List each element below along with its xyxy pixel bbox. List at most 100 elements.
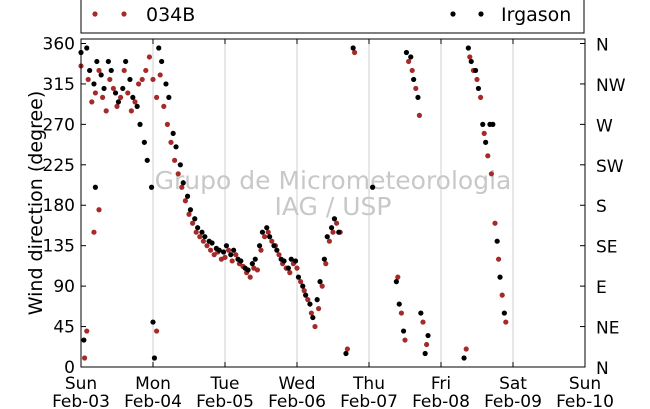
right-tick-label: W — [596, 116, 613, 136]
point-034b — [319, 283, 325, 289]
point-irgason — [396, 301, 402, 307]
point-034b — [143, 67, 149, 74]
point-irgason — [483, 139, 489, 145]
point-034b — [118, 94, 124, 101]
point-irgason — [87, 67, 93, 74]
point-irgason — [418, 310, 424, 316]
point-034b — [222, 254, 228, 260]
right-tick-label: N — [596, 35, 609, 55]
watermark-line-2: IAG / USP — [275, 192, 392, 221]
right-tick-label: SE — [596, 238, 618, 258]
point-034b — [301, 288, 307, 294]
right-tick-label: N — [596, 359, 609, 379]
point-034b — [91, 229, 97, 235]
point-irgason — [328, 225, 335, 231]
point-034b — [150, 76, 156, 83]
point-irgason — [151, 355, 158, 361]
point-irgason — [422, 350, 428, 357]
point-irgason — [310, 314, 316, 321]
point-034b — [398, 310, 404, 316]
point-034b — [247, 274, 253, 280]
point-irgason — [231, 247, 237, 253]
x-tick-label-day: Sat — [499, 374, 527, 394]
point-034b — [420, 319, 426, 325]
point-irgason — [307, 301, 313, 307]
plot-frame — [80, 38, 586, 368]
point-034b — [114, 103, 120, 109]
point-034b — [154, 94, 160, 101]
point-034b — [82, 355, 88, 361]
point-034b — [503, 319, 509, 325]
point-irgason — [220, 249, 227, 255]
point-irgason — [163, 81, 169, 87]
point-irgason — [144, 157, 150, 163]
point-034b — [128, 108, 134, 114]
point-irgason — [303, 292, 309, 298]
right-tick-label: S — [596, 197, 607, 217]
y-tick-label: 0 — [64, 358, 75, 378]
point-034b — [254, 267, 260, 273]
point-irgason — [101, 85, 107, 92]
point-irgason — [94, 58, 100, 65]
y-tick-label: 180 — [43, 196, 75, 216]
point-034b — [103, 108, 109, 114]
point-034b — [139, 76, 145, 83]
point-irgason — [184, 193, 191, 199]
point-irgason — [98, 72, 104, 78]
point-irgason — [271, 243, 277, 249]
data-points — [78, 45, 509, 361]
point-034b — [92, 90, 98, 96]
point-irgason — [238, 258, 244, 264]
point-034b — [190, 220, 196, 226]
point-034b — [208, 247, 214, 253]
point-034b — [352, 49, 358, 56]
point-irgason — [199, 229, 205, 235]
point-034b — [496, 256, 502, 262]
point-irgason — [173, 144, 179, 150]
point-irgason — [134, 103, 140, 109]
point-irgason — [403, 49, 410, 56]
point-034b — [474, 76, 480, 83]
point-irgason — [393, 279, 399, 285]
point-034b — [172, 157, 178, 163]
point-034b — [492, 220, 498, 226]
point-034b — [305, 297, 311, 303]
point-irgason — [141, 139, 147, 145]
point-034b — [409, 67, 415, 74]
point-irgason — [130, 94, 136, 101]
legend-marker-034B-2 — [121, 11, 127, 17]
point-034b — [481, 130, 487, 136]
point-034b — [276, 252, 282, 258]
point-034b — [125, 90, 131, 96]
point-034b — [96, 67, 102, 74]
x-tick-label-day: Sun — [569, 374, 601, 394]
point-irgason — [120, 85, 126, 92]
x-tick-label-day: Fri — [431, 374, 451, 394]
legend-marker-034B-1 — [92, 11, 98, 17]
point-irgason — [300, 283, 306, 289]
point-irgason — [408, 54, 414, 60]
legend: 034B Irgason — [80, 0, 585, 34]
point-034b — [121, 67, 127, 74]
point-034b — [193, 229, 199, 235]
point-irgason — [228, 252, 234, 258]
point-irgason — [150, 319, 156, 325]
point-034b — [416, 112, 422, 118]
point-irgason — [195, 225, 201, 231]
point-034b — [89, 99, 95, 105]
point-034b — [182, 198, 188, 204]
point-034b — [100, 94, 106, 101]
point-034b — [344, 346, 350, 352]
point-irgason — [187, 207, 194, 213]
legend-marker-irgason-1 — [450, 11, 456, 17]
point-irgason — [156, 45, 162, 51]
point-034b — [96, 207, 102, 213]
x-tick-label-date: Feb-06 — [268, 392, 326, 409]
point-034b — [186, 211, 192, 217]
point-034b — [294, 265, 300, 271]
point-irgason — [105, 58, 111, 65]
point-irgason — [256, 243, 263, 249]
point-034b — [110, 85, 116, 92]
point-irgason — [461, 355, 467, 361]
